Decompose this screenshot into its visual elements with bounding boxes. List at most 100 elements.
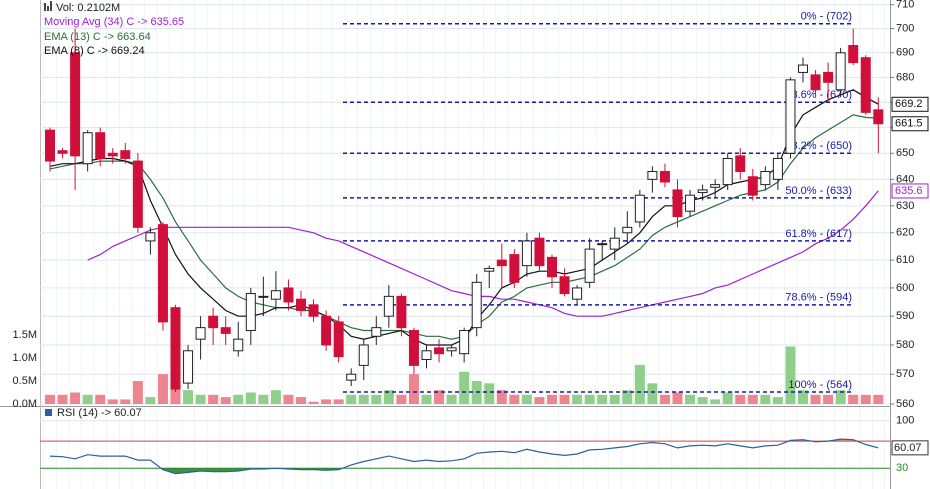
candle-body (270, 290, 281, 300)
candle-body (496, 259, 507, 267)
fib-label: 78.6% - (594) (785, 292, 852, 304)
candle-body (823, 71, 834, 83)
volume-bar (346, 394, 357, 404)
candle-body (220, 327, 231, 334)
candle-body (107, 152, 118, 157)
volume-bar (572, 394, 583, 404)
volume-bar (208, 394, 219, 404)
volume-bar (396, 394, 407, 404)
candle-body (82, 132, 93, 165)
volume-bar (798, 390, 808, 404)
candle-body (534, 237, 545, 267)
overlay-line (87, 190, 879, 317)
candle-body (835, 52, 846, 91)
candle-body (258, 295, 269, 298)
candle-body (183, 350, 194, 384)
rsi-tag: 60.07 (894, 442, 922, 454)
volume-bar (195, 394, 206, 404)
volume-bar (835, 390, 846, 404)
y-tick-label: 690 (896, 47, 914, 59)
candle-body (484, 267, 495, 272)
candle-body (685, 194, 696, 212)
candle-body (634, 194, 645, 223)
candle-body (245, 293, 256, 332)
volume-bar (270, 390, 281, 404)
volume-bar (521, 394, 532, 404)
fib-label: 23.6% - (670) (785, 89, 852, 101)
rsi-line (49, 438, 879, 475)
candle-body (57, 150, 68, 154)
price-tag: 635.6 (895, 185, 923, 197)
candle-body (672, 189, 683, 218)
y-tick-label: 640 (896, 173, 914, 185)
candle-body (747, 176, 758, 196)
volume-bar (132, 380, 143, 404)
candle-body (710, 184, 721, 188)
volume-bar (484, 383, 495, 404)
y-tick-label: 700 (896, 23, 914, 35)
volume-bar (496, 390, 507, 404)
candle-body (70, 52, 81, 157)
volume-bar (308, 401, 319, 404)
price-tag-box (891, 96, 929, 112)
candle-body (559, 276, 570, 295)
candle-body (735, 155, 746, 172)
legend-ma34: Moving Avg (34) C -> 635.65 (44, 16, 184, 28)
candle-body (157, 224, 168, 323)
price-tag-box (891, 116, 929, 132)
candle-body (371, 327, 382, 337)
y-tick-label: 610 (896, 254, 914, 266)
volume-bar (383, 390, 394, 404)
fib-label: 61.8% - (617) (785, 228, 852, 240)
y-tick-label: 650 (896, 147, 914, 159)
volume-bar (722, 392, 733, 404)
volume-bar (434, 390, 445, 404)
volume-tick-label: 1.0M (13, 352, 37, 364)
candle-body (584, 248, 595, 283)
volume-bar (157, 374, 168, 404)
candle-body (396, 295, 407, 329)
volume-tick-label: 1.5M (13, 329, 37, 341)
volume-bar (245, 392, 256, 404)
volume-bar (584, 394, 595, 404)
volume-bar (672, 392, 683, 404)
volume-bar (233, 394, 244, 404)
volume-bar (321, 399, 332, 404)
volume-bar (534, 397, 545, 404)
volume-icon (50, 1, 52, 11)
candle-body (597, 243, 608, 246)
layers: 5605705805906006106206306406506606706806… (13, 0, 929, 475)
candle-body (145, 232, 156, 242)
candle-body (622, 226, 633, 234)
volume-bar (823, 394, 834, 404)
candle-body (95, 132, 106, 159)
candle-body (208, 315, 219, 329)
candle-body (195, 327, 206, 340)
volume-bar (547, 394, 557, 404)
volume-bar (873, 394, 884, 404)
volume-bar (421, 394, 432, 404)
candle-body (659, 170, 670, 183)
volume-bar (860, 394, 871, 404)
vertical-grid (40, 0, 890, 489)
y-tick-label: 580 (896, 339, 914, 351)
fib-label: 0% - (702) (801, 11, 852, 23)
volume-bar (220, 397, 231, 404)
candle-body (609, 237, 620, 250)
candle-body (572, 287, 583, 300)
legend: Vol: 0.2102M Moving Avg (34) C -> 635.65… (44, 1, 184, 419)
candle-body (772, 157, 783, 180)
candle-body (120, 150, 131, 159)
legend-volume: Vol: 0.2102M (56, 2, 120, 14)
volume-bar (333, 399, 344, 404)
price-tag: 669.2 (895, 98, 923, 110)
candle-body (697, 189, 708, 194)
volume-bar (735, 394, 746, 404)
candle-body (308, 304, 319, 317)
volume-bar (446, 394, 457, 404)
rsi-icon (45, 409, 52, 416)
volume-bar (747, 394, 758, 404)
volume-bar (622, 390, 633, 404)
volume-bar (597, 394, 608, 404)
